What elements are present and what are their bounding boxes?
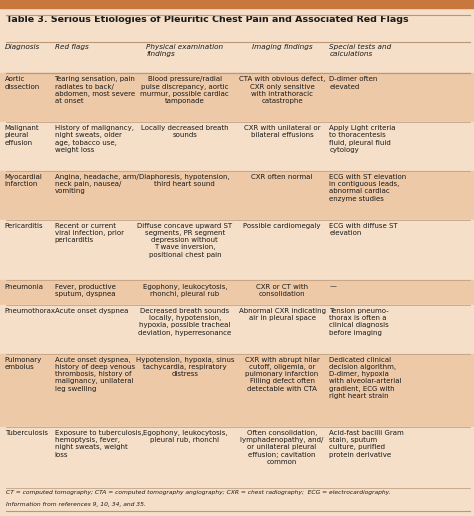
Text: Egophony, leukocytosis,
pleural rub, rhonchi: Egophony, leukocytosis, pleural rub, rho… xyxy=(143,430,227,443)
Bar xyxy=(0,73,474,122)
Text: Acute onset dyspnea,
history of deep venous
thrombosis, history of
malignancy, u: Acute onset dyspnea, history of deep ven… xyxy=(55,357,135,392)
Text: Hypotension, hypoxia, sinus
tachycardia, respiratory
distress: Hypotension, hypoxia, sinus tachycardia,… xyxy=(136,357,234,377)
Bar xyxy=(0,427,474,488)
Text: CT = computed tomography; CTA = computed tomography angiography; CXR = chest rad: CT = computed tomography; CTA = computed… xyxy=(6,490,390,495)
Bar xyxy=(0,171,474,219)
Text: Tension pneumo-
thorax is often a
clinical diagnosis
before imaging: Tension pneumo- thorax is often a clinic… xyxy=(329,308,389,336)
Text: Malignant
pleural
effusion: Malignant pleural effusion xyxy=(5,125,39,146)
Text: Tearing sensation, pain
radiates to back/
abdomen, most severe
at onset: Tearing sensation, pain radiates to back… xyxy=(55,76,136,104)
Text: Physical examination
findings: Physical examination findings xyxy=(146,44,223,57)
Text: Tuberculosis: Tuberculosis xyxy=(5,430,48,436)
Text: Often consolidation,
lymphadenopathy, and/
or unilateral pleural
effusion; cavit: Often consolidation, lymphadenopathy, an… xyxy=(240,430,324,465)
Text: Recent or current
viral infection, prior
pericarditis: Recent or current viral infection, prior… xyxy=(55,222,124,243)
Text: Decreased breath sounds
locally, hypotension,
hypoxia, possible tracheal
deviati: Decreased breath sounds locally, hypoten… xyxy=(138,308,231,336)
Bar xyxy=(0,14,474,42)
Bar xyxy=(0,122,474,171)
Text: CXR or CT with
consolidation: CXR or CT with consolidation xyxy=(256,283,308,297)
Text: Imaging findings: Imaging findings xyxy=(252,44,312,50)
Text: Possible cardiomegaly: Possible cardiomegaly xyxy=(243,222,321,229)
Text: —: — xyxy=(329,283,337,289)
Text: Diffuse concave upward ST
segments, PR segment
depression without
T wave inversi: Diffuse concave upward ST segments, PR s… xyxy=(137,222,232,257)
Text: CXR with unilateral or
bilateral effusions: CXR with unilateral or bilateral effusio… xyxy=(244,125,320,138)
Text: Information from references 9, 10, 34, and 35.: Information from references 9, 10, 34, a… xyxy=(6,502,146,507)
Text: Abnormal CXR indicating
air in pleural space: Abnormal CXR indicating air in pleural s… xyxy=(238,308,326,321)
Text: Acute onset dyspnea: Acute onset dyspnea xyxy=(55,308,128,314)
Text: Table 3. Serious Etiologies of Pleuritic Chest Pain and Associated Red Flags: Table 3. Serious Etiologies of Pleuritic… xyxy=(6,15,408,24)
Text: ECG with diffuse ST
elevation: ECG with diffuse ST elevation xyxy=(329,222,398,236)
Bar xyxy=(0,0,474,8)
Text: Exposure to tuberculosis,
hemoptysis, fever,
night sweats, weight
loss: Exposure to tuberculosis, hemoptysis, fe… xyxy=(55,430,143,458)
Text: Pneumonia: Pneumonia xyxy=(5,283,44,289)
Text: Acid-fast bacilli Gram
stain, sputum
culture, purified
protein derivative: Acid-fast bacilli Gram stain, sputum cul… xyxy=(329,430,404,458)
Text: History of malignancy,
night sweats, older
age, tobacco use,
weight loss: History of malignancy, night sweats, old… xyxy=(55,125,134,153)
Text: Pericarditis: Pericarditis xyxy=(5,222,43,229)
Text: Red flags: Red flags xyxy=(55,44,88,50)
Bar xyxy=(0,219,474,280)
Text: CTA with obvious defect,
CXR only sensitive
with intrathoracic
catastrophe: CTA with obvious defect, CXR only sensit… xyxy=(239,76,325,104)
Text: Fever, productive
sputum, dyspnea: Fever, productive sputum, dyspnea xyxy=(55,283,115,297)
Text: Blood pressure/radial
pulse discrepancy, aortic
murmur, possible cardiac
tampona: Blood pressure/radial pulse discrepancy,… xyxy=(140,76,229,104)
Text: ECG with ST elevation
in contiguous leads,
abnormal cardiac
enzyme studies: ECG with ST elevation in contiguous lead… xyxy=(329,174,407,202)
Text: CXR with abrupt hilar
cutoff, oligemia, or
pulmonary infarction
Filling defect o: CXR with abrupt hilar cutoff, oligemia, … xyxy=(245,357,319,392)
Text: Dedicated clinical
decision algorithm,
D-dimer, hypoxia
with alveolar-arterial
g: Dedicated clinical decision algorithm, D… xyxy=(329,357,402,399)
Text: Locally decreased breath
sounds: Locally decreased breath sounds xyxy=(141,125,228,138)
Bar xyxy=(0,42,474,73)
Bar xyxy=(0,305,474,353)
Text: Angina, headache, arm/
neck pain, nausea/
vomiting: Angina, headache, arm/ neck pain, nausea… xyxy=(55,174,138,195)
Text: CXR often normal: CXR often normal xyxy=(251,174,313,180)
Text: Diaphoresis, hypotension,
third heart sound: Diaphoresis, hypotension, third heart so… xyxy=(139,174,230,187)
Text: Diagnosis: Diagnosis xyxy=(5,44,40,50)
Text: Myocardial
infarction: Myocardial infarction xyxy=(5,174,43,187)
Text: Special tests and
calculations: Special tests and calculations xyxy=(329,44,392,57)
Text: Pneumothorax: Pneumothorax xyxy=(5,308,56,314)
Text: Apply Light criteria
to thoracentesis
fluid, pleural fluid
cytology: Apply Light criteria to thoracentesis fl… xyxy=(329,125,396,153)
Text: Pulmonary
embolus: Pulmonary embolus xyxy=(5,357,42,370)
Text: Aortic
dissection: Aortic dissection xyxy=(5,76,40,90)
Text: Egophony, leukocytosis,
rhonchi, pleural rub: Egophony, leukocytosis, rhonchi, pleural… xyxy=(143,283,227,297)
Bar xyxy=(0,280,474,305)
Text: D-dimer often
elevated: D-dimer often elevated xyxy=(329,76,378,90)
Bar xyxy=(0,353,474,427)
